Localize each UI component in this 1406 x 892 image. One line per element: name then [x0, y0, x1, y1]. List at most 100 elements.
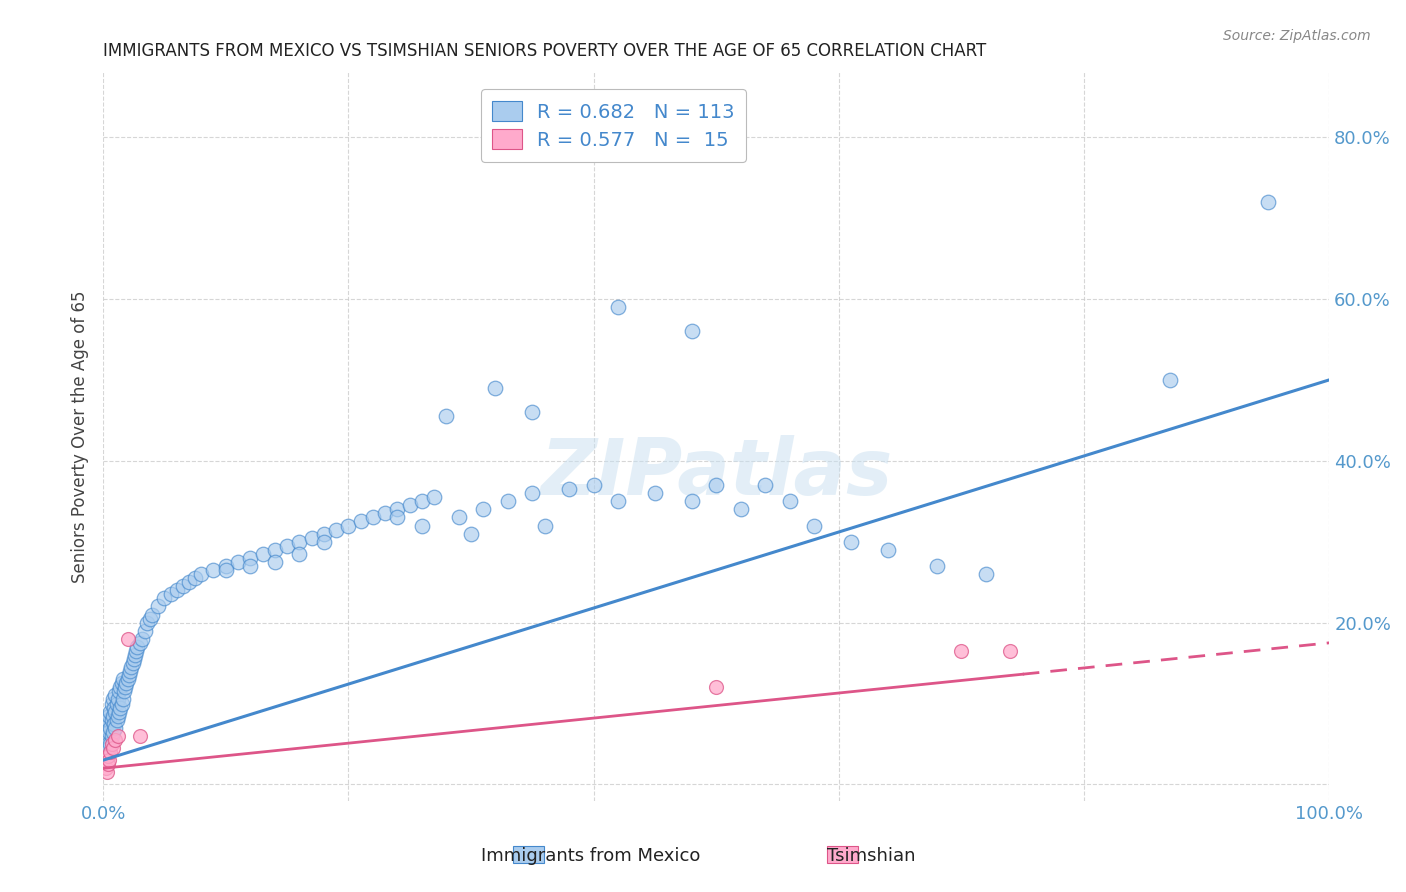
Point [96, 716, 118, 731]
Point [239, 550, 262, 565]
Point [114, 681, 136, 695]
Point [398, 498, 420, 512]
Point [166, 583, 188, 598]
Point [101, 724, 124, 739]
Point [101, 692, 124, 706]
Point [141, 607, 163, 622]
Point [472, 502, 495, 516]
Point [105, 697, 128, 711]
Point [704, 681, 727, 695]
Point [103, 700, 125, 714]
Point [460, 526, 482, 541]
Point [301, 531, 323, 545]
Point [118, 668, 141, 682]
Point [98, 753, 121, 767]
Point [104, 689, 127, 703]
Point [779, 494, 801, 508]
Point [96, 733, 118, 747]
Point [1257, 194, 1279, 209]
Point [337, 518, 360, 533]
Point [96, 765, 118, 780]
Point [115, 676, 138, 690]
Point [104, 721, 127, 735]
Point [159, 587, 181, 601]
Point [447, 510, 470, 524]
Point [215, 563, 238, 577]
Point [100, 745, 122, 759]
Point [107, 708, 129, 723]
Point [101, 741, 124, 756]
Point [100, 697, 122, 711]
Point [98, 724, 121, 739]
Text: IMMIGRANTS FROM MEXICO VS TSIMSHIAN SENIORS POVERTY OVER THE AGE OF 65 CORRELATI: IMMIGRANTS FROM MEXICO VS TSIMSHIAN SENI… [103, 42, 987, 60]
Point [103, 716, 125, 731]
Point [117, 632, 139, 646]
Point [98, 741, 121, 756]
Point [730, 502, 752, 516]
Point [136, 615, 159, 630]
Point [704, 478, 727, 492]
Point [312, 534, 335, 549]
Point [129, 636, 152, 650]
Point [97, 749, 120, 764]
Point [263, 555, 285, 569]
Point [754, 478, 776, 492]
Point [950, 644, 973, 658]
Point [288, 547, 311, 561]
Point [100, 713, 122, 727]
Point [484, 381, 506, 395]
Point [215, 559, 238, 574]
Point [112, 684, 135, 698]
Point [177, 575, 200, 590]
Point [803, 518, 825, 533]
Point [104, 733, 127, 747]
Point [876, 542, 898, 557]
Point [131, 632, 153, 646]
Point [138, 611, 160, 625]
Point [108, 684, 131, 698]
Point [607, 300, 630, 314]
Point [97, 713, 120, 727]
Point [120, 660, 142, 674]
Point [129, 729, 152, 743]
Point [374, 507, 396, 521]
Point [202, 563, 225, 577]
Text: Source: ZipAtlas.com: Source: ZipAtlas.com [1223, 29, 1371, 44]
Point [148, 599, 170, 614]
Point [107, 692, 129, 706]
Point [387, 510, 409, 524]
Point [110, 700, 132, 714]
Text: ZIPatlas: ZIPatlas [540, 435, 893, 511]
Point [153, 591, 176, 606]
Point [134, 624, 156, 638]
Point [100, 737, 122, 751]
Point [98, 708, 121, 723]
Point [681, 324, 703, 338]
Point [276, 539, 298, 553]
Point [644, 486, 666, 500]
Point [558, 482, 581, 496]
Point [121, 656, 143, 670]
Point [94, 761, 117, 775]
Point [100, 705, 122, 719]
Point [100, 737, 122, 751]
Point [349, 515, 371, 529]
Point [184, 571, 207, 585]
Point [111, 692, 134, 706]
Point [533, 518, 555, 533]
Point [105, 713, 128, 727]
Point [288, 534, 311, 549]
Point [94, 729, 117, 743]
Point [107, 729, 129, 743]
Point [411, 494, 433, 508]
Point [263, 542, 285, 557]
Text: Tsimshian: Tsimshian [828, 847, 915, 865]
Point [124, 648, 146, 662]
Point [190, 567, 212, 582]
Point [100, 729, 122, 743]
Point [607, 494, 630, 508]
Point [411, 518, 433, 533]
Point [110, 676, 132, 690]
Point [361, 510, 384, 524]
Point [110, 681, 132, 695]
